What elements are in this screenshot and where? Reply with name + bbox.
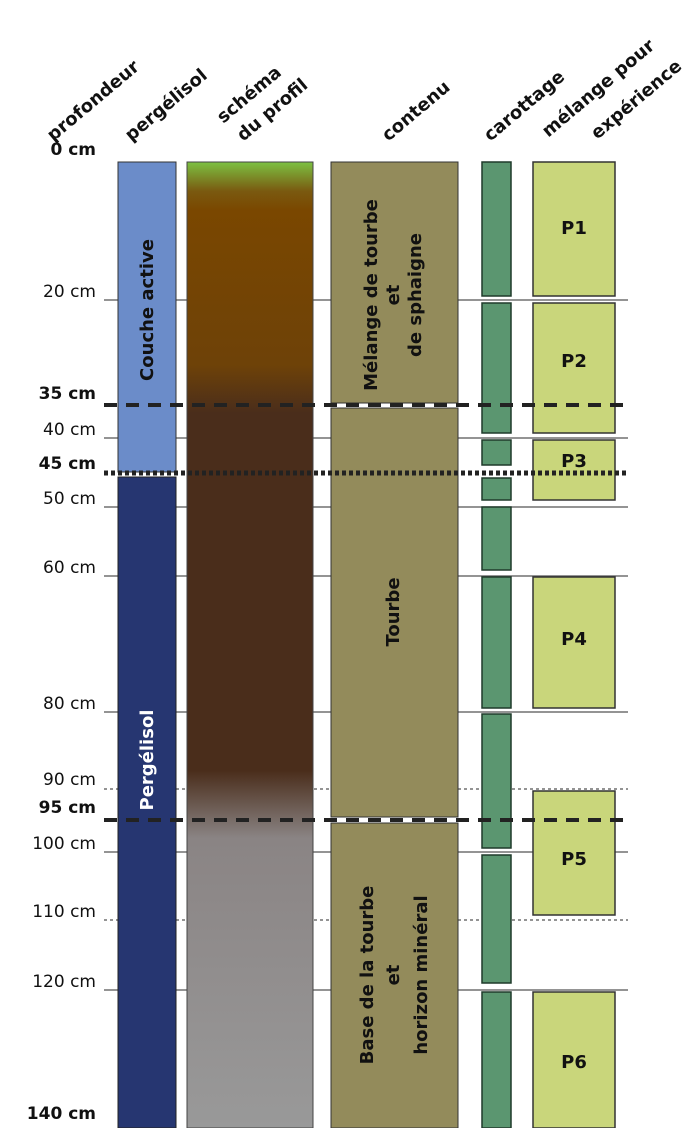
content-label: et [383, 284, 404, 305]
depth-label: 20 cm [43, 282, 96, 302]
cores [481, 161, 512, 1128]
header: contenu [378, 77, 455, 146]
content-label: et [383, 964, 404, 985]
content-box [330, 822, 459, 1128]
depth-label: 95 cm [39, 798, 96, 818]
permafrost-layer [117, 476, 177, 1128]
headers: profondeur pergélisol schéma du profil c… [43, 35, 686, 145]
depth-label: 0 cm [50, 140, 96, 160]
core [481, 161, 512, 297]
depth-label: 80 cm [43, 694, 96, 714]
mix-box [532, 790, 616, 916]
sample-labels: P1 P2 P3 P4 P5 P6 [561, 218, 587, 1073]
content-box [330, 407, 459, 818]
content-labels: Mélange de tourbe et de sphaigne Tourbe … [357, 199, 432, 1064]
depth-label: 140 cm [27, 1104, 96, 1124]
core [481, 576, 512, 709]
mix-box [532, 991, 616, 1128]
core [481, 854, 512, 984]
content-label: Mélange de tourbe [361, 199, 382, 391]
core [481, 506, 512, 571]
core [481, 713, 512, 849]
depth-label: 90 cm [43, 770, 96, 790]
sample-label: P3 [561, 451, 587, 472]
depth-labels: 0 cm 20 cm 35 cm 40 cm 45 cm 50 cm 60 cm… [27, 140, 96, 1124]
sample-label: P2 [561, 351, 587, 372]
depth-label: 100 cm [32, 834, 96, 854]
sample-label: P1 [561, 218, 587, 239]
sample-label: P5 [561, 849, 587, 870]
profile-scheme [186, 161, 314, 1128]
content-label: de sphaigne [405, 233, 426, 357]
content-box [330, 161, 459, 404]
content-label: Tourbe [383, 577, 404, 646]
depth-label: 120 cm [32, 972, 96, 992]
mix-box [532, 302, 616, 434]
layer-label: Couche active [137, 239, 158, 381]
core [481, 439, 512, 466]
sample-label: P4 [561, 629, 587, 650]
content-label: horizon minéral [411, 895, 432, 1054]
layer-label: Pergélisol [137, 710, 158, 811]
mix-box [532, 576, 616, 709]
sample-label: P6 [561, 1052, 587, 1073]
core [481, 991, 512, 1128]
core [481, 477, 512, 501]
mix-box [532, 161, 616, 297]
mix-box [532, 439, 616, 501]
depth-label: 110 cm [32, 902, 96, 922]
depth-label: 50 cm [43, 489, 96, 509]
content-label: Base de la tourbe [357, 886, 378, 1065]
depth-label: 40 cm [43, 420, 96, 440]
mixes [532, 161, 616, 1128]
depth-label: 60 cm [43, 558, 96, 578]
depth-label: 35 cm [39, 384, 96, 404]
core [481, 302, 512, 434]
depth-label: 45 cm [39, 454, 96, 474]
